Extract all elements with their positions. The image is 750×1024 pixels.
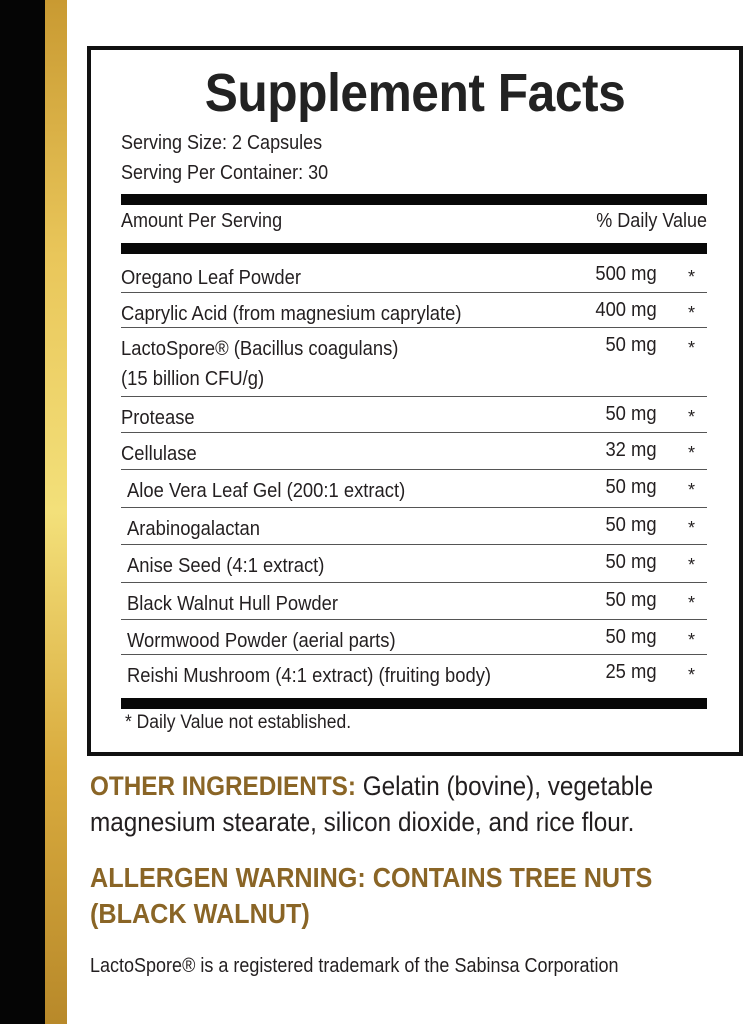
other-ingredients: OTHER INGREDIENTS: Gelatin (bovine), veg…	[90, 768, 702, 840]
ingredient-dv: *	[687, 480, 695, 500]
ingredient-name: Reishi Mushroom (4:1 extract) (fruiting …	[127, 665, 492, 687]
ingredient-amount: 50 mg	[605, 476, 657, 498]
ingredient-amount: 25 mg	[605, 661, 657, 683]
ingredient-table: Oregano Leaf Powder 500 mg * Caprylic Acid…	[121, 257, 707, 695]
ingredient-name: Aloe Vera Leaf Gel (200:1 extract)	[127, 480, 406, 502]
allergen-warning: ALLERGEN WARNING: CONTAINS TREE NUTS (BL…	[90, 862, 653, 929]
black-side-stripe	[0, 0, 45, 1024]
ingredient-name: Anise Seed (4:1 extract)	[127, 555, 325, 577]
ingredient-dv: *	[687, 303, 695, 323]
serving-size: Serving Size: 2 Capsules	[121, 132, 323, 154]
table-row: Wormwood Powder (aerial parts) 50 mg *	[121, 620, 707, 655]
ingredient-name: Wormwood Powder (aerial parts)	[127, 630, 396, 652]
table-row: Anise Seed (4:1 extract) 50 mg *	[121, 545, 707, 583]
trademark-notice: LactoSpore® is a registered trademark of…	[90, 955, 619, 977]
ingredient-name: Arabinogalactan	[127, 518, 260, 540]
amount-per-serving-header: Amount Per Serving	[121, 210, 283, 232]
ingredient-amount: 50 mg	[605, 514, 657, 536]
ingredient-name: Oregano Leaf Powder	[121, 267, 302, 289]
ingredient-dv: *	[687, 443, 695, 463]
divider-thick	[121, 243, 707, 254]
ingredient-dv: *	[687, 593, 695, 613]
ingredient-dv: *	[687, 555, 695, 575]
ingredient-name-line2: (15 billion CFU/g)	[121, 368, 265, 390]
ingredient-dv: *	[687, 518, 695, 538]
other-ingredients-label: OTHER INGREDIENTS:	[90, 771, 356, 801]
ingredient-dv: *	[687, 267, 695, 287]
ingredient-dv: *	[687, 338, 695, 358]
ingredient-name: Protease	[121, 407, 195, 429]
ingredient-amount: 50 mg	[605, 589, 657, 611]
gold-side-stripe	[45, 0, 67, 1024]
table-row: Arabinogalactan 50 mg *	[121, 508, 707, 545]
ingredient-amount: 50 mg	[605, 334, 657, 356]
ingredient-amount: 500 mg	[595, 263, 657, 285]
table-row: LactoSpore® (Bacillus coagulans) (15 bill…	[121, 328, 707, 397]
divider-thick	[121, 194, 707, 205]
ingredient-dv: *	[687, 630, 695, 650]
table-row: Oregano Leaf Powder 500 mg *	[121, 257, 707, 293]
ingredient-amount: 50 mg	[605, 551, 657, 573]
table-row: Protease 50 mg *	[121, 397, 707, 433]
table-row: Black Walnut Hull Powder 50 mg *	[121, 583, 707, 620]
other-ingredients-text: Gelatin (bovine), vegetable magnesium st…	[90, 771, 654, 837]
ingredient-amount: 32 mg	[605, 439, 657, 461]
ingredient-name: Caprylic Acid (from magnesium caprylate)	[121, 303, 462, 325]
servings-per-container: Serving Per Container: 30	[121, 162, 329, 184]
table-row: Cellulase 32 mg *	[121, 433, 707, 470]
ingredient-amount: 50 mg	[605, 626, 657, 648]
ingredient-dv: *	[687, 665, 695, 685]
ingredient-name: LactoSpore® (Bacillus coagulans)	[121, 338, 399, 360]
supplement-facts-panel: Supplement Facts Serving Size: 2 Capsule…	[87, 46, 743, 756]
panel-title: Supplement Facts	[204, 63, 626, 123]
ingredient-amount: 400 mg	[595, 299, 657, 321]
ingredient-dv: *	[687, 407, 695, 427]
divider-thick	[121, 698, 707, 709]
ingredient-amount: 50 mg	[605, 403, 657, 425]
table-row: Reishi Mushroom (4:1 extract) (fruiting …	[121, 655, 707, 695]
daily-value-header: % Daily Value	[596, 210, 707, 232]
ingredient-name: Cellulase	[121, 443, 197, 465]
footnote: * Daily Value not established.	[125, 712, 352, 733]
table-row: Aloe Vera Leaf Gel (200:1 extract) 50 mg *	[121, 470, 707, 508]
table-row: Caprylic Acid (from magnesium caprylate)…	[121, 293, 707, 328]
ingredient-name: Black Walnut Hull Powder	[127, 593, 339, 615]
